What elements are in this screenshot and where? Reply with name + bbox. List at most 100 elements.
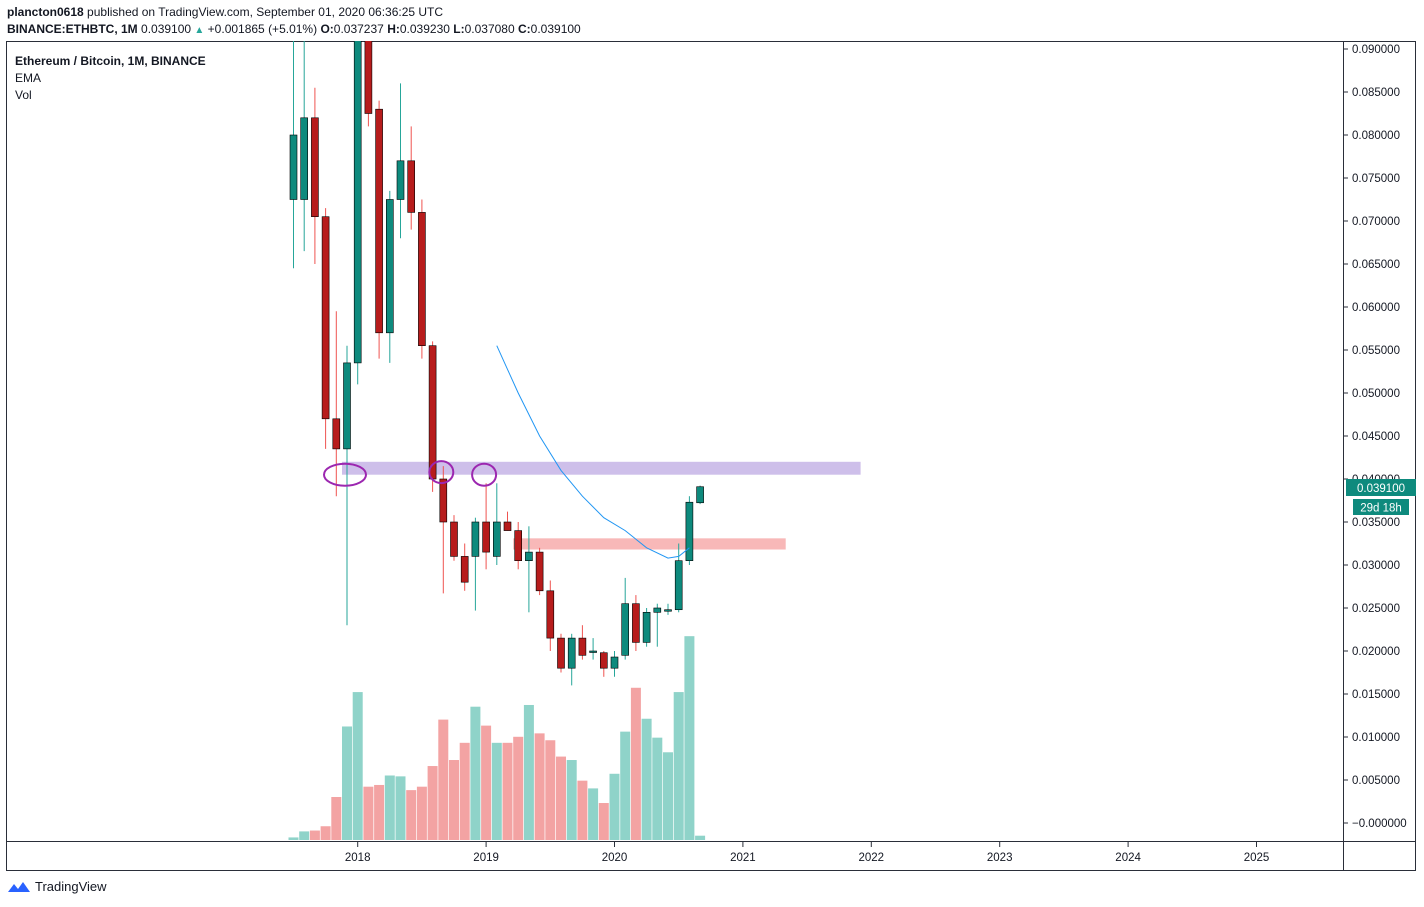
candle xyxy=(482,483,490,570)
volume-bar xyxy=(309,830,320,840)
x-tick-label: 2019 xyxy=(473,852,499,864)
candle xyxy=(375,100,383,359)
y-tick-label: 0.050000 xyxy=(1352,388,1400,400)
y-tick-label: 0.085000 xyxy=(1352,87,1400,99)
candle-body xyxy=(364,41,373,114)
volume-bar xyxy=(288,837,299,840)
volume-bar xyxy=(459,742,470,840)
candle xyxy=(664,603,672,615)
x-tick-label: 2020 xyxy=(602,852,628,864)
candle xyxy=(685,496,694,565)
y-tick-label: 0.005000 xyxy=(1352,775,1400,787)
y-tick-label: 0.020000 xyxy=(1352,646,1400,658)
candle xyxy=(450,515,458,561)
volume-bar xyxy=(395,776,406,840)
candle-body xyxy=(439,478,448,523)
candle-body xyxy=(492,521,501,557)
candle-body xyxy=(546,590,555,639)
candle-body xyxy=(664,609,672,612)
candle xyxy=(642,608,651,647)
candle-body xyxy=(514,530,523,562)
volume-bar xyxy=(684,636,695,840)
close-value: 0.039100 xyxy=(530,22,581,36)
tradingview-logo-icon xyxy=(8,881,30,892)
legend-vol[interactable]: Vol xyxy=(15,88,32,102)
candle xyxy=(311,87,319,264)
chart-canvas[interactable]: 0.090000 0.085000 0.080000 0.075000 0.070000… xyxy=(6,41,1416,871)
volume-bar xyxy=(374,784,385,840)
candle-body xyxy=(428,345,437,480)
volume-bar xyxy=(588,788,599,840)
published-text: published on TradingView.com, September … xyxy=(87,5,444,19)
annotation-circle xyxy=(428,460,455,485)
volume-bar xyxy=(502,742,513,840)
x-tick-label: 2025 xyxy=(1244,852,1270,864)
candle-body xyxy=(353,41,362,364)
y-tick-label: 0.045000 xyxy=(1352,431,1400,443)
volume-bar xyxy=(320,826,331,840)
volume-bar xyxy=(566,760,577,840)
symbol-ohlc-bar: BINANCE:ETHBTC, 1M 0.039100 ▲ +0.001865 … xyxy=(7,22,581,36)
volume-bar xyxy=(427,766,438,840)
candle-body xyxy=(642,611,651,643)
volume-bar xyxy=(331,797,342,840)
candle-body xyxy=(589,650,597,653)
volume-bar xyxy=(384,775,395,840)
candle-body xyxy=(375,108,383,334)
candle xyxy=(525,526,533,613)
candle xyxy=(632,595,640,651)
volume-bar xyxy=(342,726,352,840)
volume-bar xyxy=(695,835,706,840)
candle-body xyxy=(578,637,587,656)
candle xyxy=(407,126,416,230)
candle xyxy=(300,41,309,252)
candle-body xyxy=(343,362,351,450)
volume-bar xyxy=(620,731,631,840)
candle xyxy=(514,522,523,570)
y-tick-label: 0.055000 xyxy=(1352,345,1400,357)
candle-body xyxy=(621,603,630,656)
resistance-zone xyxy=(342,461,861,475)
volume-bar xyxy=(299,831,310,840)
symbol-label: BINANCE:ETHBTC, 1M xyxy=(7,22,138,36)
legend-title: Ethereum / Bitcoin, 1M, BINANCE xyxy=(15,54,206,68)
volume-bar xyxy=(470,706,481,840)
x-tick-label: 2022 xyxy=(859,852,885,864)
volume-bar xyxy=(652,737,663,840)
countdown-label: 29d 18h xyxy=(1360,503,1402,515)
y-tick-label: 0.060000 xyxy=(1352,302,1400,314)
change-arrow-icon: ▲ xyxy=(194,25,205,36)
candle xyxy=(353,41,362,385)
candle-body xyxy=(567,637,576,669)
candle-body xyxy=(396,160,405,200)
candle-body xyxy=(535,551,544,592)
low-value: 0.037080 xyxy=(464,22,515,36)
volume-bar xyxy=(663,752,673,840)
candle xyxy=(621,577,630,660)
candle xyxy=(535,547,544,596)
volume-bar xyxy=(481,725,492,840)
candle-body xyxy=(450,521,458,557)
candle-body xyxy=(503,521,512,531)
x-tick-label: 2023 xyxy=(987,852,1013,864)
price-change: +0.001865 (+5.01%) xyxy=(207,22,318,36)
candle-body xyxy=(289,134,298,200)
volume-bar xyxy=(523,704,534,840)
candle xyxy=(696,485,704,505)
candle-body xyxy=(321,216,330,420)
footer-brand[interactable]: TradingView xyxy=(7,879,107,894)
candle xyxy=(557,633,565,673)
volume-bar xyxy=(438,719,449,840)
candle-body xyxy=(696,486,704,504)
x-tick-label: 2024 xyxy=(1115,852,1141,864)
candle-body xyxy=(385,199,394,334)
open-value: 0.037237 xyxy=(333,22,384,36)
volume-bar xyxy=(406,790,417,840)
candle-body xyxy=(482,521,490,553)
candle xyxy=(439,466,448,594)
author-name[interactable]: plancton0618 xyxy=(7,5,84,19)
legend-ema[interactable]: EMA xyxy=(15,71,42,85)
candle-body xyxy=(332,418,341,450)
candle xyxy=(674,543,683,613)
brand-text: TradingView xyxy=(35,879,107,894)
